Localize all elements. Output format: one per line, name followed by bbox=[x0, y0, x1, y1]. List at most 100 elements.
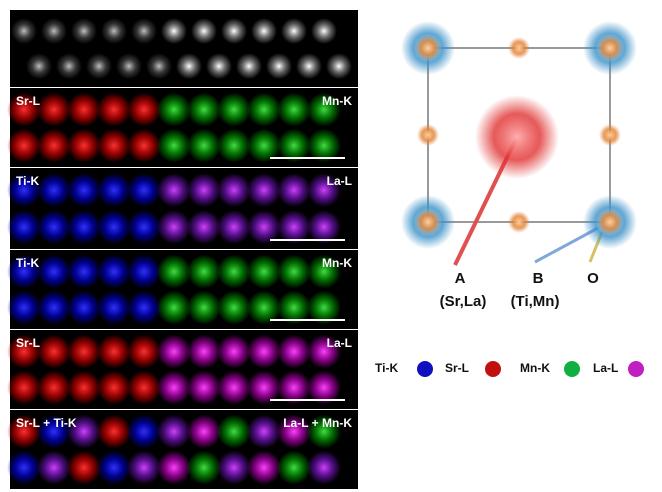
atom-column bbox=[116, 53, 142, 79]
atom-column bbox=[37, 371, 71, 405]
atom-column bbox=[157, 415, 191, 449]
atom-column bbox=[11, 18, 37, 44]
atom-column bbox=[97, 291, 131, 325]
atom-column bbox=[281, 18, 307, 44]
atom-column bbox=[67, 255, 101, 289]
atom-column bbox=[217, 415, 251, 449]
atom-column bbox=[157, 93, 191, 127]
atom-column bbox=[37, 210, 71, 244]
atom-column bbox=[187, 210, 221, 244]
atom-column bbox=[187, 255, 221, 289]
element-label: Sr-L bbox=[16, 94, 40, 108]
atom-column bbox=[277, 451, 311, 485]
atom-column bbox=[217, 173, 251, 207]
atom-column bbox=[127, 335, 161, 369]
atom-column bbox=[97, 173, 131, 207]
atom-column bbox=[247, 173, 281, 207]
atom-column bbox=[221, 18, 247, 44]
atom-column bbox=[97, 129, 131, 163]
atom-column bbox=[277, 173, 311, 207]
atom-column bbox=[157, 291, 191, 325]
legend-swatch bbox=[564, 361, 580, 377]
legend-label: Sr-L bbox=[445, 361, 469, 375]
atom-column bbox=[187, 335, 221, 369]
oxygen-atom bbox=[508, 211, 530, 233]
atom-column bbox=[127, 371, 161, 405]
atom-column bbox=[67, 210, 101, 244]
atom-column bbox=[127, 173, 161, 207]
atom-column bbox=[7, 291, 41, 325]
legend-swatch bbox=[417, 361, 433, 377]
atom-column bbox=[217, 129, 251, 163]
legend-label: La-L bbox=[593, 361, 618, 375]
atom-column bbox=[217, 93, 251, 127]
oxygen-atom bbox=[508, 37, 530, 59]
atom-column bbox=[187, 173, 221, 207]
legend-swatch bbox=[485, 361, 501, 377]
a-sites: (Sr,La) bbox=[440, 293, 487, 310]
atom-column bbox=[67, 335, 101, 369]
a-site-atom bbox=[475, 95, 559, 179]
atom-column bbox=[56, 53, 82, 79]
atom-column bbox=[101, 18, 127, 44]
atom-column bbox=[37, 93, 71, 127]
atom-column bbox=[97, 335, 131, 369]
atom-column bbox=[127, 129, 161, 163]
oxygen-atom bbox=[417, 124, 439, 146]
atom-column bbox=[86, 53, 112, 79]
atom-column bbox=[127, 210, 161, 244]
element-label: La-L bbox=[327, 174, 352, 188]
atom-column bbox=[247, 93, 281, 127]
atom-column bbox=[97, 255, 131, 289]
b-sites: (Ti,Mn) bbox=[511, 293, 560, 310]
atom-column bbox=[217, 291, 251, 325]
legend-label: Mn-K bbox=[520, 361, 550, 375]
atom-column bbox=[251, 18, 277, 44]
atom-column bbox=[41, 18, 67, 44]
atom-column bbox=[307, 451, 341, 485]
atom-column bbox=[187, 93, 221, 127]
atom-column bbox=[217, 451, 251, 485]
atom-column bbox=[236, 53, 262, 79]
atom-column bbox=[157, 371, 191, 405]
atom-column bbox=[26, 53, 52, 79]
atom-column bbox=[97, 93, 131, 127]
oxygen-atom bbox=[597, 209, 623, 235]
atom-column bbox=[187, 415, 221, 449]
element-label: Mn-K bbox=[322, 94, 352, 108]
atom-column bbox=[307, 210, 341, 244]
oxygen-atom bbox=[415, 209, 441, 235]
atom-column bbox=[176, 53, 202, 79]
atom-column bbox=[37, 255, 71, 289]
atom-column bbox=[247, 210, 281, 244]
atom-column bbox=[277, 255, 311, 289]
atom-column bbox=[247, 255, 281, 289]
atom-column bbox=[187, 291, 221, 325]
atom-column bbox=[266, 53, 292, 79]
atom-column bbox=[187, 129, 221, 163]
atom-column bbox=[97, 451, 131, 485]
element-label: Mn-K bbox=[322, 256, 352, 270]
element-label: La-L bbox=[327, 336, 352, 350]
atom-column bbox=[187, 371, 221, 405]
atom-column bbox=[247, 451, 281, 485]
atom-column bbox=[296, 53, 322, 79]
atom-column bbox=[67, 371, 101, 405]
unit-cell: A (Sr,La) B (Ti,Mn) O bbox=[401, 21, 637, 310]
b-label: B bbox=[533, 270, 544, 287]
atom-column bbox=[37, 173, 71, 207]
legend-swatch bbox=[628, 361, 644, 377]
atom-column bbox=[146, 53, 172, 79]
atom-column bbox=[71, 18, 97, 44]
element-label: La-L + Mn-K bbox=[283, 416, 352, 430]
atom-column bbox=[7, 210, 41, 244]
element-label: Ti-K bbox=[16, 256, 39, 270]
atom-column bbox=[157, 129, 191, 163]
atom-column bbox=[67, 451, 101, 485]
element-label: Sr-L + Ti-K bbox=[16, 416, 77, 430]
atom-column bbox=[127, 255, 161, 289]
atom-column bbox=[247, 335, 281, 369]
atom-column bbox=[37, 291, 71, 325]
o-label: O bbox=[587, 270, 599, 287]
